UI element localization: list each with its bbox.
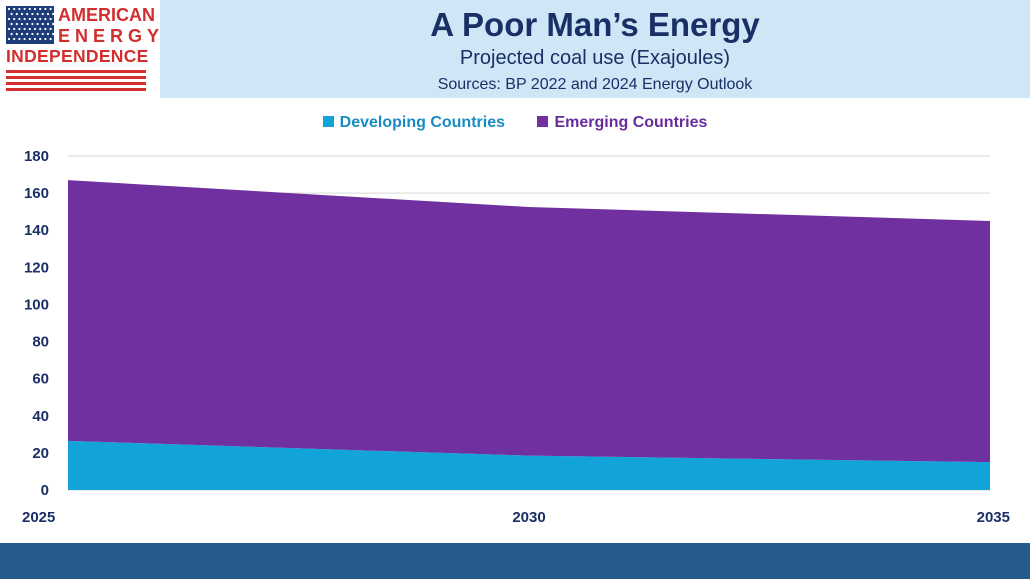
flag-star — [41, 22, 44, 26]
flag-star — [52, 32, 55, 36]
flag-star — [39, 37, 42, 41]
flag-star — [31, 32, 34, 36]
flag-star — [52, 12, 55, 16]
area-series-emerging-countries — [68, 180, 990, 463]
flag-star — [28, 37, 31, 41]
y-tick-label: 40 — [32, 408, 49, 425]
logo-text-line1: AMERICAN — [58, 5, 155, 25]
legend-label-developing: Developing Countries — [339, 114, 505, 131]
flag-star — [31, 12, 34, 16]
y-tick-label: 140 — [24, 222, 49, 239]
y-tick-label: 120 — [24, 259, 49, 276]
legend-swatch-emerging — [537, 116, 549, 127]
legend-item-developing: Developing Countries — [322, 114, 505, 132]
flag-star — [28, 27, 31, 31]
y-axis: 0 20 40 60 80 100 120 140 160 180 — [24, 148, 49, 499]
flag-star — [18, 7, 21, 11]
legend-swatch-developing — [322, 116, 334, 127]
flag-star — [46, 32, 50, 36]
flag-star — [28, 17, 31, 21]
flag-star — [15, 12, 18, 16]
flag-star — [28, 7, 31, 11]
flag-star — [46, 22, 50, 26]
flag-star — [33, 7, 37, 11]
x-tick-label: 2030 — [512, 509, 545, 526]
flag-star — [44, 17, 47, 21]
chart-legend: Developing Countries Emerging Countries — [0, 114, 1030, 132]
area-series-developing-countries — [68, 440, 990, 490]
flag-star — [33, 27, 37, 31]
x-tick-label: 2025 — [22, 509, 55, 526]
y-tick-label: 180 — [24, 148, 49, 165]
x-axis: 2025 2030 2035 — [22, 509, 1010, 526]
flag-star — [44, 7, 47, 11]
chart-subtitle: Projected coal use (Exajoules) — [459, 47, 731, 69]
flag-star — [20, 22, 24, 26]
y-tick-label: 80 — [32, 334, 49, 351]
logo-text-line3: INDEPENDENCE — [6, 46, 149, 66]
flag-star — [23, 17, 26, 21]
flag-star — [49, 27, 52, 31]
flag-star — [49, 7, 52, 11]
y-tick-label: 160 — [24, 185, 49, 202]
flag-star — [39, 27, 42, 31]
chart-areas — [68, 180, 990, 490]
flag-star — [13, 37, 16, 41]
flag-star — [41, 12, 44, 16]
flag-star — [7, 37, 11, 41]
footer-band — [0, 543, 1030, 579]
flag-star — [15, 22, 18, 26]
y-tick-label: 100 — [24, 296, 49, 313]
x-tick-label: 2035 — [977, 509, 1010, 526]
area-chart: 0 20 40 60 80 100 120 140 160 180 2025 2030 2035 — [22, 148, 1010, 526]
flag-star — [7, 27, 11, 31]
flag-star — [13, 27, 16, 31]
flag-star — [46, 12, 50, 16]
flag-star — [15, 32, 18, 36]
flag-star — [44, 27, 47, 31]
flag-star — [10, 22, 13, 26]
flag-star — [41, 32, 44, 36]
flag-star — [7, 7, 11, 11]
header-band — [160, 0, 1030, 98]
flag-icon — [6, 6, 146, 91]
logo: AMERICAN ENERGY INDEPENDENCE — [0, 0, 160, 98]
flag-star — [18, 27, 21, 31]
flag-star — [20, 32, 24, 36]
flag-star — [39, 7, 42, 11]
flag-star — [26, 32, 29, 36]
y-tick-label: 20 — [32, 445, 49, 462]
flag-star — [36, 12, 39, 16]
flag-star — [26, 22, 29, 26]
flag-star — [23, 7, 26, 11]
flag-star — [18, 37, 21, 41]
flag-star — [23, 37, 26, 41]
flag-star — [18, 17, 21, 21]
flag-star — [26, 12, 29, 16]
flag-star — [33, 17, 37, 21]
flag-star — [20, 12, 24, 16]
flag-star — [36, 32, 39, 36]
flag-star — [39, 17, 42, 21]
flag-star — [10, 12, 13, 16]
flag-star — [36, 22, 39, 26]
flag-star — [33, 37, 37, 41]
flag-star — [13, 17, 16, 21]
flag-star — [49, 37, 52, 41]
flag-star — [52, 22, 55, 26]
flag-star — [49, 17, 52, 21]
chart-title: A Poor Man’s Energy — [430, 6, 760, 43]
flag-star — [44, 37, 47, 41]
flag-star — [13, 7, 16, 11]
legend-label-emerging: Emerging Countries — [554, 114, 708, 131]
chart-source: Sources: BP 2022 and 2024 Energy Outlook — [437, 76, 753, 93]
y-tick-label: 0 — [41, 482, 49, 499]
flag-star — [31, 22, 34, 26]
flag-star — [23, 27, 26, 31]
flag-star — [7, 17, 11, 21]
logo-text-line2: ENERGY — [58, 26, 165, 46]
flag-star — [10, 32, 13, 36]
legend-item-emerging: Emerging Countries — [537, 114, 707, 132]
y-tick-label: 60 — [32, 371, 49, 388]
